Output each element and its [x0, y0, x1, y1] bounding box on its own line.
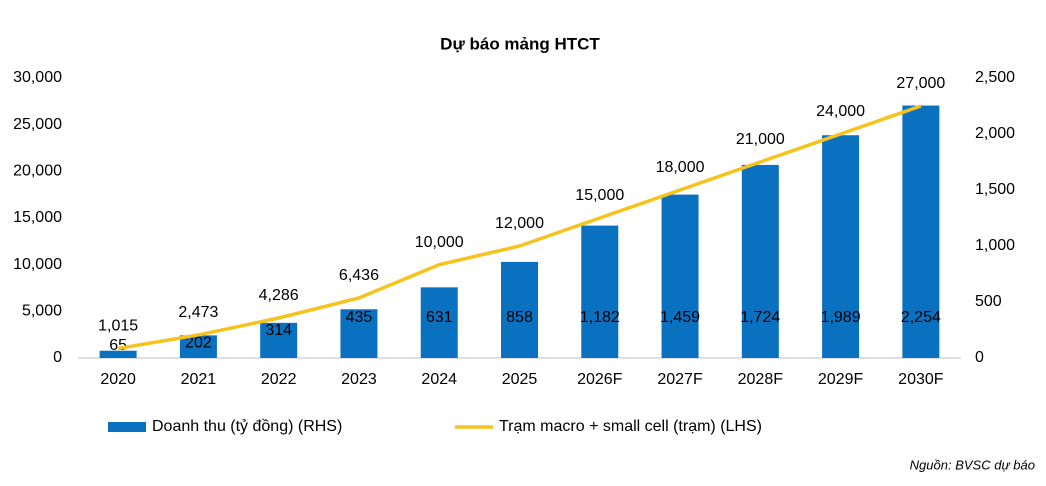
bar — [420, 287, 458, 358]
bar-label: 1,459 — [660, 309, 700, 326]
bar — [260, 322, 298, 358]
x-tick-label: 2028F — [738, 371, 784, 388]
source-note: Nguồn: BVSC dự báo — [910, 457, 1035, 472]
bar-label: 1,989 — [821, 309, 861, 326]
y2-tick-label: 1,000 — [975, 237, 1015, 254]
bar — [581, 225, 619, 358]
bar — [501, 261, 538, 358]
x-tick-label: 2020 — [100, 371, 136, 388]
x-tick-label: 2022 — [261, 371, 297, 388]
line-label: 10,000 — [415, 234, 464, 251]
bar-label: 202 — [185, 335, 212, 352]
bar — [741, 164, 779, 358]
x-tick-label: 2024 — [421, 371, 457, 388]
legend-swatch — [108, 422, 146, 432]
x-tick-label: 2029F — [818, 371, 864, 388]
bar-label: 631 — [426, 309, 453, 326]
legend-label: Doanh thu (tỷ đồng) (RHS) — [152, 418, 342, 435]
y-tick-label: 5,000 — [22, 303, 62, 320]
x-tick-label: 2021 — [181, 371, 217, 388]
line-label: 21,000 — [736, 131, 785, 148]
y-tick-label: 10,000 — [13, 256, 62, 273]
y-tick-label: 0 — [53, 349, 62, 366]
bar-label: 314 — [265, 322, 292, 339]
y-tick-label: 15,000 — [13, 209, 62, 226]
bar — [902, 105, 940, 358]
line-label: 4,286 — [259, 287, 299, 304]
y2-tick-label: 2,000 — [975, 125, 1015, 142]
x-tick-label: 2023 — [341, 371, 377, 388]
x-tick-label: 2026F — [577, 371, 623, 388]
bar-label: 1,182 — [580, 309, 620, 326]
bar — [661, 194, 699, 358]
bar-label: 2,254 — [901, 309, 941, 326]
bar — [340, 309, 378, 358]
y-tick-label: 20,000 — [13, 163, 62, 180]
x-tick-label: 2030F — [898, 371, 944, 388]
legend-label: Trạm macro + small cell (trạm) (LHS) — [499, 418, 762, 435]
bar-label: 858 — [506, 309, 533, 326]
bar-label: 65 — [109, 337, 127, 354]
y2-tick-label: 0 — [975, 349, 984, 366]
bar — [822, 135, 860, 358]
y2-tick-label: 1,500 — [975, 181, 1015, 198]
line-label: 18,000 — [656, 159, 705, 176]
bar-label: 435 — [346, 309, 373, 326]
bar — [99, 350, 137, 358]
x-tick-label: 2025 — [502, 371, 538, 388]
line-label: 6,436 — [339, 267, 379, 284]
chart-title: Dự báo mảng HTCT — [440, 34, 600, 53]
line-label: 12,000 — [495, 215, 544, 232]
y2-tick-label: 2,500 — [975, 69, 1015, 86]
line-label: 1,015 — [98, 318, 138, 335]
bar-label: 1,724 — [740, 309, 780, 326]
line-label: 15,000 — [575, 187, 624, 204]
bar — [179, 335, 217, 358]
line — [117, 104, 922, 351]
y2-tick-label: 500 — [975, 293, 1002, 310]
line-label: 24,000 — [816, 103, 865, 120]
y-tick-label: 30,000 — [13, 69, 62, 86]
line-label: 27,000 — [896, 75, 945, 92]
y-tick-label: 25,000 — [13, 116, 62, 133]
line-label: 2,473 — [178, 304, 218, 321]
x-tick-label: 2027F — [657, 371, 703, 388]
